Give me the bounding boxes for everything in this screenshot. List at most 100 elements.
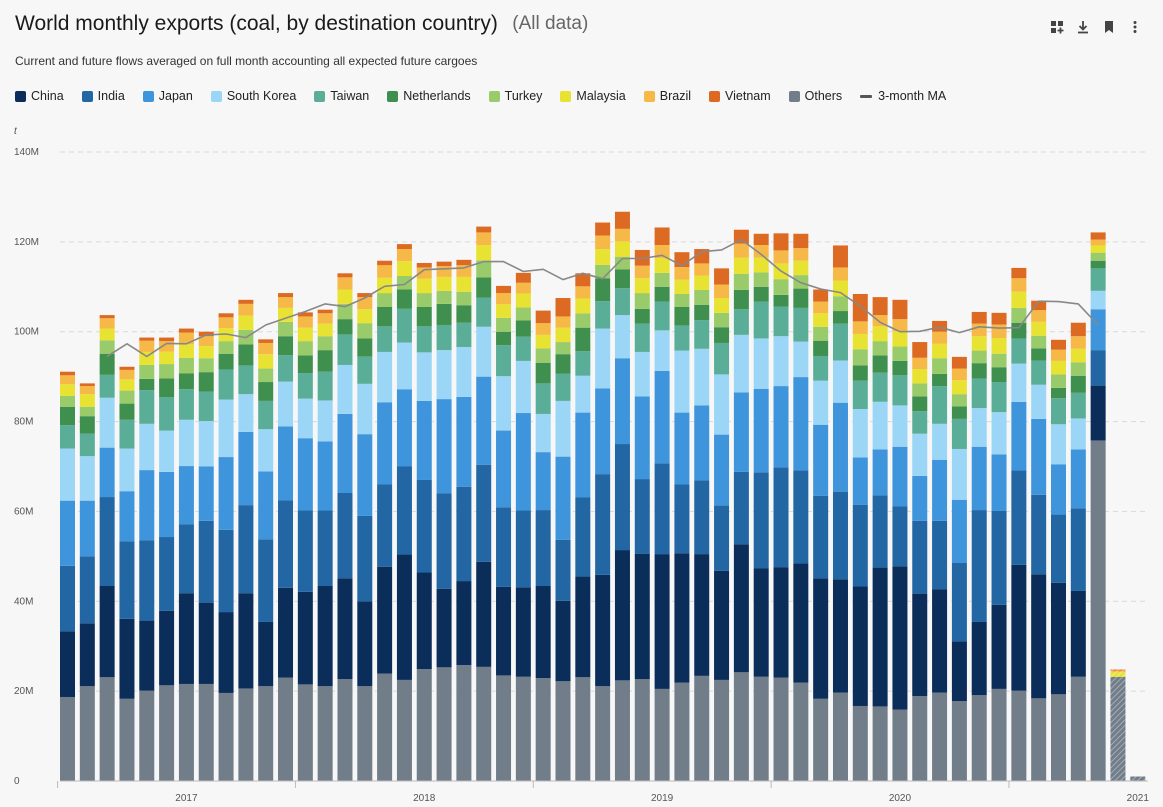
bar-segment[interactable] — [753, 301, 769, 339]
bar-segment[interactable] — [476, 561, 492, 667]
bar-segment[interactable] — [991, 510, 1007, 605]
bar-segment[interactable] — [496, 285, 512, 294]
bar-segment[interactable] — [1051, 349, 1066, 361]
bar-segment[interactable] — [694, 480, 710, 555]
bar-segment[interactable] — [1031, 574, 1047, 699]
bar-segment[interactable] — [813, 698, 829, 781]
bar-segment[interactable] — [456, 486, 472, 582]
bar-segment[interactable] — [991, 412, 1007, 455]
bar-segment[interactable] — [218, 353, 234, 370]
bar-segment[interactable] — [416, 352, 432, 401]
bar-segment[interactable] — [852, 408, 868, 458]
bar-segment[interactable] — [1090, 268, 1106, 291]
bar-segment[interactable] — [119, 491, 135, 542]
bar-segment[interactable] — [476, 232, 492, 246]
bar-segment[interactable] — [476, 376, 492, 465]
bar-segment[interactable] — [297, 510, 313, 592]
bar-segment[interactable] — [416, 293, 432, 308]
bar-segment[interactable] — [813, 326, 829, 341]
bar-segment[interactable] — [575, 286, 591, 299]
bar-segment[interactable] — [1011, 363, 1027, 402]
bar-segment[interactable] — [238, 344, 254, 366]
bar-segment[interactable] — [337, 289, 353, 304]
bar-segment[interactable] — [99, 677, 115, 781]
bar-segment[interactable] — [515, 360, 531, 414]
bar-segment[interactable] — [1070, 590, 1086, 677]
bar-segment[interactable] — [198, 358, 214, 373]
legend-item-vietnam[interactable]: Vietnam — [709, 89, 771, 103]
bar-segment[interactable] — [357, 293, 373, 298]
bookmark-icon[interactable] — [1096, 16, 1122, 38]
bar-segment[interactable] — [1011, 564, 1027, 691]
bar-segment[interactable] — [912, 475, 928, 521]
bar-segment[interactable] — [337, 277, 353, 290]
bar-segment[interactable] — [139, 364, 155, 379]
bar-segment[interactable] — [674, 412, 690, 485]
bar-segment[interactable] — [535, 586, 551, 679]
bar-segment[interactable] — [892, 360, 908, 376]
bar-segment[interactable] — [139, 540, 155, 621]
bar-segment[interactable] — [1051, 339, 1066, 350]
bar-segment[interactable] — [753, 245, 769, 258]
bar-segment[interactable] — [674, 350, 690, 413]
bar-segment[interactable] — [733, 672, 749, 781]
bar-segment[interactable] — [60, 565, 75, 632]
bar-segment[interactable] — [694, 348, 710, 406]
bar-segment[interactable] — [1070, 348, 1086, 363]
bar-segment[interactable] — [119, 541, 135, 619]
bar-segment[interactable] — [733, 471, 749, 545]
bar-segment[interactable] — [971, 378, 987, 409]
bar-segment[interactable] — [951, 406, 967, 419]
bar-segment[interactable] — [337, 319, 353, 335]
bar-segment[interactable] — [476, 297, 492, 327]
bar-segment[interactable] — [813, 495, 829, 579]
bar-segment[interactable] — [951, 499, 967, 563]
bar-segment[interactable] — [714, 505, 730, 571]
bar-segment[interactable] — [951, 368, 967, 381]
bar-segment[interactable] — [971, 510, 987, 622]
bar-segment[interactable] — [377, 566, 393, 674]
bar-segment[interactable] — [99, 318, 115, 329]
bar-segment[interactable] — [852, 504, 868, 587]
bar-segment[interactable] — [178, 524, 194, 594]
bar-segment[interactable] — [733, 257, 749, 274]
bar-segment[interactable] — [496, 331, 512, 346]
bar-segment[interactable] — [773, 467, 789, 568]
bar-segment[interactable] — [496, 586, 512, 676]
bar-segment[interactable] — [793, 470, 809, 564]
bar-segment[interactable] — [1011, 267, 1027, 279]
bar-segment[interactable] — [159, 471, 175, 538]
bar-segment[interactable] — [595, 264, 611, 279]
bar-segment[interactable] — [79, 686, 95, 781]
bar-segment[interactable] — [515, 307, 531, 321]
bar-segment[interactable] — [297, 341, 313, 356]
bar-segment[interactable] — [753, 257, 769, 273]
bar-segment[interactable] — [1011, 278, 1027, 292]
bar-segment[interactable] — [694, 249, 710, 264]
bar-segment[interactable] — [218, 313, 234, 318]
bar-segment[interactable] — [198, 466, 214, 521]
bar-segment[interactable] — [892, 709, 908, 781]
bar-segment[interactable] — [852, 586, 868, 706]
bar-segment[interactable] — [476, 326, 492, 377]
bar-segment[interactable] — [773, 233, 789, 251]
bar-segment[interactable] — [178, 344, 194, 358]
bar-segment[interactable] — [1051, 374, 1066, 388]
bar-segment[interactable] — [436, 276, 452, 291]
bar-segment[interactable] — [1070, 418, 1086, 450]
bar-segment[interactable] — [198, 346, 214, 359]
bar-segment[interactable] — [178, 683, 194, 781]
bar-segment[interactable] — [832, 280, 848, 297]
bar-segment[interactable] — [159, 685, 175, 781]
bar-segment[interactable] — [456, 291, 472, 306]
bar-segment[interactable] — [614, 315, 630, 359]
bar-segment[interactable] — [297, 327, 313, 342]
bar-segment[interactable] — [575, 412, 591, 498]
bar-segment[interactable] — [159, 364, 175, 379]
bar-segment[interactable] — [456, 396, 472, 487]
bar-segment[interactable] — [456, 346, 472, 397]
bar-segment[interactable] — [654, 227, 670, 246]
legend-item-china[interactable]: China — [15, 89, 64, 103]
bar-segment[interactable] — [496, 304, 512, 318]
bar-segment[interactable] — [1051, 360, 1066, 375]
